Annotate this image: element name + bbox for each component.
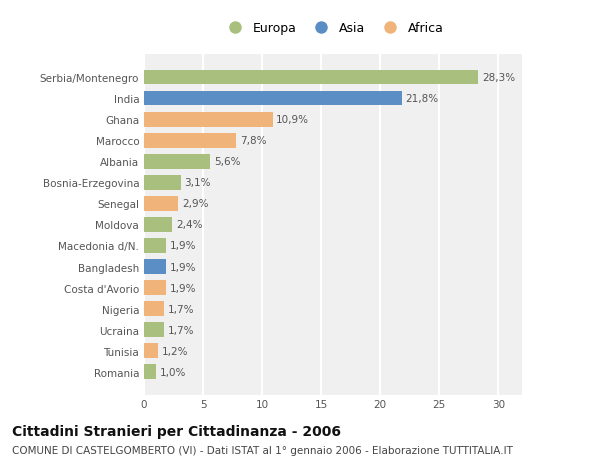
Text: 7,8%: 7,8% bbox=[239, 136, 266, 146]
Text: COMUNE DI CASTELGOMBERTO (VI) - Dati ISTAT al 1° gennaio 2006 - Elaborazione TUT: COMUNE DI CASTELGOMBERTO (VI) - Dati IST… bbox=[12, 445, 513, 455]
Bar bbox=[144, 323, 164, 337]
Text: 10,9%: 10,9% bbox=[277, 115, 310, 125]
Bar bbox=[144, 112, 273, 127]
Text: 1,9%: 1,9% bbox=[170, 241, 196, 251]
Legend: Europa, Asia, Africa: Europa, Asia, Africa bbox=[218, 17, 449, 40]
Text: 1,0%: 1,0% bbox=[160, 367, 186, 377]
Bar bbox=[144, 91, 401, 106]
Text: 1,7%: 1,7% bbox=[167, 325, 194, 335]
Text: 1,9%: 1,9% bbox=[170, 283, 196, 293]
Bar bbox=[144, 218, 172, 232]
Bar bbox=[144, 260, 166, 274]
Bar bbox=[144, 302, 164, 316]
Text: 1,7%: 1,7% bbox=[167, 304, 194, 314]
Text: 5,6%: 5,6% bbox=[214, 157, 240, 167]
Bar bbox=[144, 71, 478, 85]
Bar bbox=[144, 175, 181, 190]
Bar bbox=[144, 155, 210, 169]
Text: 2,9%: 2,9% bbox=[182, 199, 208, 209]
Bar bbox=[144, 344, 158, 358]
Text: 2,4%: 2,4% bbox=[176, 220, 202, 230]
Text: 1,2%: 1,2% bbox=[162, 346, 188, 356]
Text: 28,3%: 28,3% bbox=[482, 73, 515, 83]
Text: 21,8%: 21,8% bbox=[405, 94, 438, 104]
Bar bbox=[144, 280, 166, 295]
Text: 1,9%: 1,9% bbox=[170, 262, 196, 272]
Text: 3,1%: 3,1% bbox=[184, 178, 211, 188]
Bar bbox=[144, 134, 236, 148]
Bar bbox=[144, 196, 178, 211]
Bar bbox=[144, 239, 166, 253]
Bar bbox=[144, 364, 156, 379]
Text: Cittadini Stranieri per Cittadinanza - 2006: Cittadini Stranieri per Cittadinanza - 2… bbox=[12, 425, 341, 438]
